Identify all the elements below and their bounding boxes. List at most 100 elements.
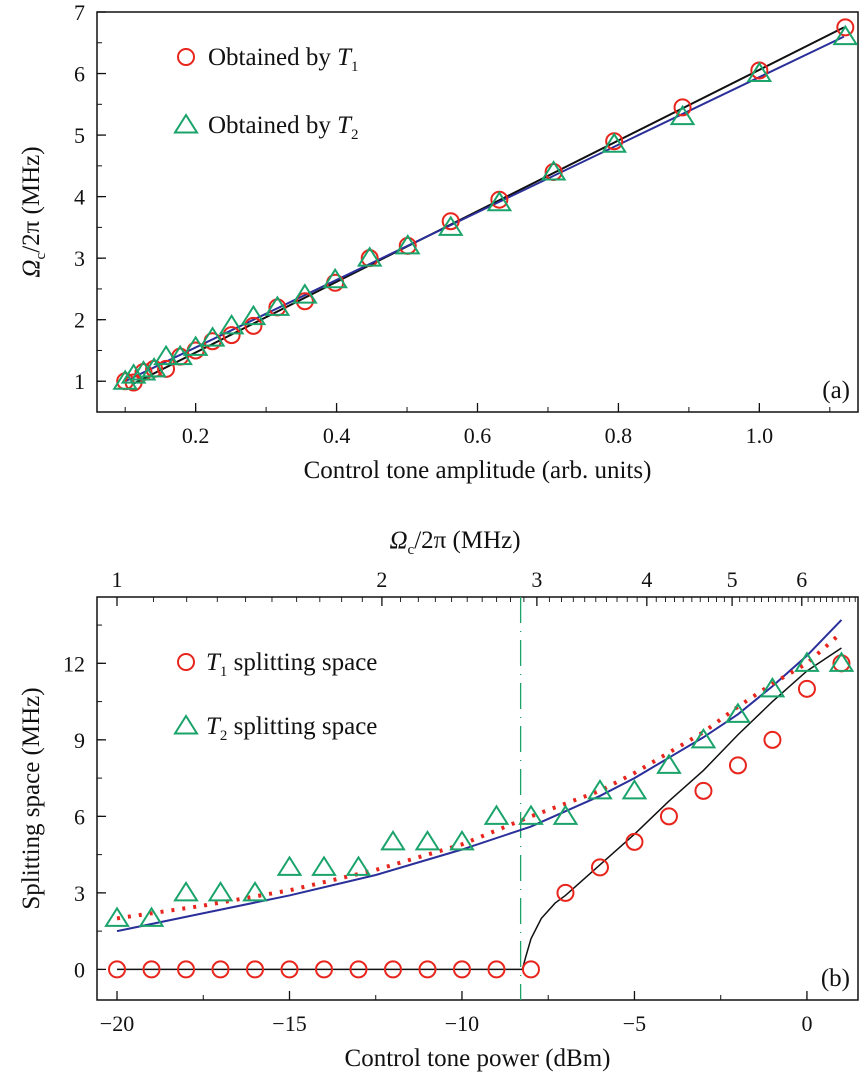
text-part: Ω [18, 259, 45, 277]
circle-data-point [521, 960, 540, 979]
text-part: /2π (MHz) [414, 527, 520, 554]
x-tick-label: 0.6 [464, 423, 492, 448]
top-x-axis-label: Ωc/2π (MHz) [389, 527, 520, 558]
curve-dotted [116, 631, 843, 921]
y-tick-label: 0 [74, 957, 85, 982]
x-tick-label: 0 [801, 1011, 812, 1036]
y-tick-label: 1 [74, 369, 85, 394]
triangle-data-point [153, 344, 179, 366]
circle-data-point [673, 98, 692, 117]
triangle-data-point [207, 880, 234, 902]
triangle-data-point [120, 363, 147, 384]
y-tick-label: 4 [74, 185, 85, 210]
triangle-data-point [242, 880, 268, 902]
x-axis-label: Control tone power (dBm) [345, 1045, 611, 1072]
triangle-data-point [621, 778, 648, 800]
circle-data-point [383, 960, 402, 979]
panel-label: (b) [821, 965, 850, 992]
legend-marker-circle [177, 48, 195, 66]
circle-data-point [556, 883, 575, 902]
circle-data-point [108, 960, 127, 979]
triangle-data-point [437, 215, 464, 236]
text-part: T [337, 44, 353, 71]
triangle-data-point [380, 829, 406, 851]
text-part: splitting space [227, 713, 377, 740]
panel-a: 0.2 0.4 0.6 0.8 1.0 1 2 3 4 5 6 7 (a) Control tone am… [18, 0, 859, 484]
panel-label: (a) [822, 377, 850, 404]
circle-data-point [295, 292, 314, 311]
triangle-data-point [669, 104, 696, 126]
text-part: T [206, 649, 222, 676]
triangle-data-point [276, 855, 303, 876]
triangle-data-point [173, 880, 199, 902]
x-tick-label: −20 [100, 1011, 134, 1036]
y-axis-label: Ωc/2π (MHz) [18, 146, 49, 277]
text-part: c [408, 542, 415, 558]
x-axis-label: Control tone amplitude (arb. units) [304, 457, 652, 484]
circle-data-point [222, 326, 241, 345]
triangle-data-point [656, 753, 682, 774]
circle-data-point [211, 960, 230, 979]
triangle-data-point [264, 295, 291, 316]
circle-data-point [763, 730, 782, 749]
top-x-tick-label: 5 [727, 567, 738, 592]
triangle-data-point [130, 360, 157, 381]
y-tick-label: 3 [74, 246, 85, 271]
circle-data-point [280, 960, 299, 979]
legend-entry: Obtained by T1 [208, 44, 359, 75]
x-tick-label: 0.2 [182, 423, 210, 448]
top-x-tick-label: 6 [796, 567, 807, 592]
triangle-data-point [759, 676, 786, 698]
legend-entry: T2 splitting space [206, 713, 377, 744]
triangle-data-point [828, 651, 855, 672]
circle-data-point [625, 832, 644, 851]
top-x-tick-label: 1 [112, 567, 123, 592]
triangle-data-point [486, 190, 513, 212]
text-part: 1 [351, 59, 359, 75]
triangle-data-point [540, 160, 567, 181]
text-part: 2 [351, 127, 359, 143]
text-part: splitting space [227, 649, 377, 676]
x-tick-label: 1.0 [746, 423, 774, 448]
plot-frame [96, 596, 859, 1001]
circle-data-point [659, 807, 678, 826]
text-part: T [337, 112, 353, 139]
y-tick-label: 9 [74, 728, 85, 753]
text-part: Obtained by [208, 112, 337, 139]
triangle-data-point [832, 24, 859, 46]
triangle-data-point [138, 906, 165, 927]
circle-data-point [836, 18, 855, 37]
circle-data-point [244, 316, 263, 335]
legend-entry: T1 splitting space [206, 649, 377, 680]
legend-entry: Obtained by T2 [208, 112, 359, 143]
x-tick-label: −5 [623, 1011, 646, 1036]
triangle-data-point [141, 357, 167, 378]
y-tick-label: 5 [74, 123, 85, 148]
triangle-data-point [292, 283, 318, 304]
triangle-data-point [725, 702, 751, 723]
circle-data-point [694, 781, 713, 800]
triangle-data-point [218, 313, 245, 335]
triangle-data-point [690, 727, 717, 749]
curve-black [117, 647, 842, 971]
triangle-data-point [794, 651, 820, 672]
circle-data-point [349, 960, 368, 979]
text-part: 1 [220, 664, 228, 680]
y-tick-label: 6 [74, 62, 85, 87]
y-tick-label: 12 [63, 651, 85, 676]
text-part: T [206, 713, 222, 740]
curve-blue [116, 619, 843, 933]
triangle-data-point [199, 326, 226, 347]
x-tick-label: −10 [445, 1011, 479, 1036]
y-tick-label: 6 [74, 804, 85, 829]
circle-data-point [487, 960, 506, 979]
text-part: Obtained by [208, 44, 337, 71]
triangle-data-point [112, 369, 138, 390]
circle-data-point [441, 212, 460, 231]
top-x-tick-label: 4 [641, 567, 652, 592]
triangle-data-point [449, 829, 475, 851]
y-tick-label: 2 [74, 308, 85, 333]
x-tick-label: −15 [272, 1011, 306, 1036]
